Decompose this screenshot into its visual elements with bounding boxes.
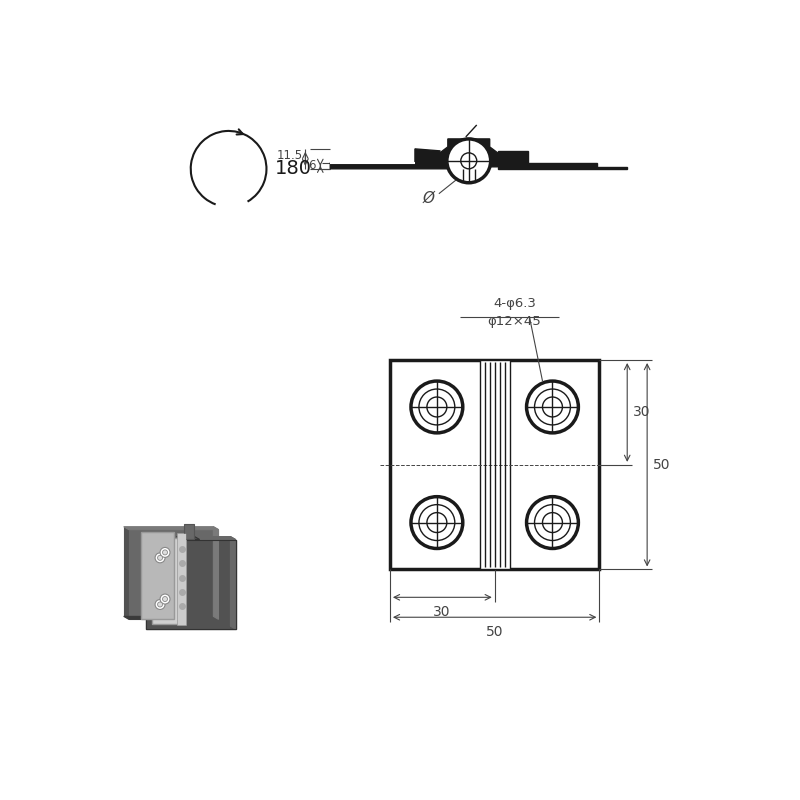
Circle shape bbox=[158, 602, 162, 607]
Text: 50: 50 bbox=[486, 626, 503, 639]
Text: 30: 30 bbox=[433, 606, 450, 619]
Polygon shape bbox=[124, 526, 218, 530]
Circle shape bbox=[160, 594, 170, 604]
Polygon shape bbox=[141, 537, 235, 539]
Polygon shape bbox=[440, 139, 498, 167]
Text: 4-φ6.3: 4-φ6.3 bbox=[493, 298, 536, 310]
Polygon shape bbox=[124, 616, 218, 619]
Polygon shape bbox=[214, 526, 218, 619]
Polygon shape bbox=[146, 539, 235, 630]
Circle shape bbox=[160, 547, 170, 558]
Circle shape bbox=[411, 497, 462, 549]
Circle shape bbox=[162, 550, 167, 555]
Polygon shape bbox=[330, 149, 470, 169]
Polygon shape bbox=[498, 151, 627, 169]
Circle shape bbox=[526, 381, 578, 433]
Text: 11.5: 11.5 bbox=[276, 150, 302, 162]
Circle shape bbox=[411, 381, 462, 433]
Text: φ12×45: φ12×45 bbox=[488, 315, 542, 328]
Circle shape bbox=[158, 555, 162, 560]
Circle shape bbox=[162, 597, 167, 602]
Polygon shape bbox=[124, 526, 214, 616]
Circle shape bbox=[155, 553, 165, 563]
Polygon shape bbox=[151, 538, 184, 625]
Polygon shape bbox=[129, 530, 218, 619]
Bar bbox=[390, 360, 599, 570]
Polygon shape bbox=[230, 537, 235, 630]
Text: 30: 30 bbox=[633, 405, 650, 419]
Text: 50: 50 bbox=[653, 458, 670, 472]
Polygon shape bbox=[177, 537, 200, 539]
Circle shape bbox=[155, 599, 165, 610]
Polygon shape bbox=[142, 533, 174, 618]
Text: 6: 6 bbox=[309, 159, 316, 172]
Text: Ø: Ø bbox=[423, 191, 435, 206]
Bar bbox=[480, 360, 510, 570]
Polygon shape bbox=[184, 524, 194, 538]
Circle shape bbox=[447, 139, 490, 182]
Text: 180: 180 bbox=[274, 159, 311, 178]
Circle shape bbox=[526, 497, 578, 549]
